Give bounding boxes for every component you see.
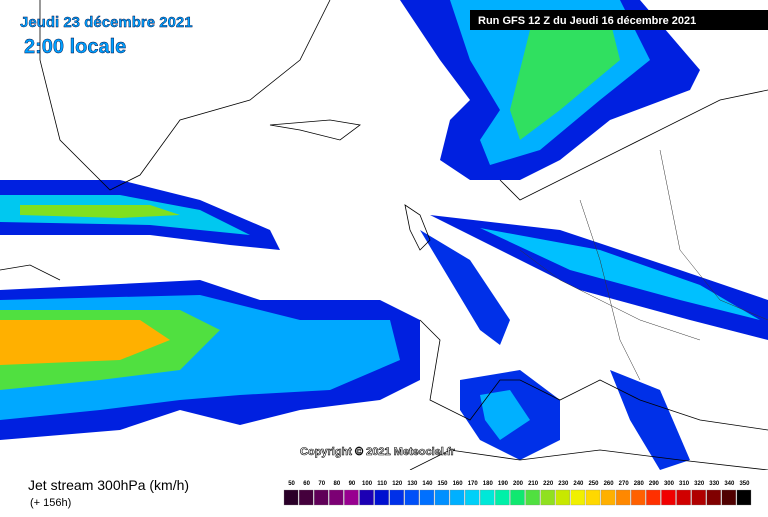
scale-swatch — [359, 489, 374, 506]
scale-swatch — [495, 489, 510, 506]
footer-title: Jet stream 300hPa (km/h) — [28, 477, 189, 493]
copyright: Copyright © 2021 Meteociel.fr — [300, 446, 456, 458]
run-info: Run GFS 12 Z du Jeudi 16 décembre 2021 — [478, 15, 696, 27]
scale-swatch — [449, 489, 465, 506]
scale-swatch — [661, 489, 676, 506]
jet-atlantic-north-core2 — [20, 205, 180, 218]
scale-label: 200 — [513, 481, 524, 487]
scale-label: 100 — [362, 481, 373, 487]
scale-swatch — [585, 489, 601, 506]
scale-swatch — [736, 489, 752, 506]
scale-swatch — [298, 489, 314, 506]
scale-label: 310 — [679, 481, 690, 487]
scale-swatch — [631, 489, 646, 506]
scale-label: 270 — [619, 481, 630, 487]
scale-label: 150 — [438, 481, 449, 487]
scale-swatch — [555, 489, 570, 506]
scale-label: 170 — [468, 481, 479, 487]
scale-label: 190 — [498, 481, 509, 487]
scale-label: 220 — [543, 481, 554, 487]
jet-europe-core — [480, 228, 760, 320]
scale-swatch — [510, 489, 525, 506]
scale-swatch — [615, 489, 631, 506]
scale-swatch — [721, 489, 737, 506]
scale-label: 210 — [528, 481, 539, 487]
jet-north-core2 — [510, 20, 620, 140]
scale-label: 130 — [407, 481, 418, 487]
scale-swatch — [676, 489, 691, 506]
footer-forecast: (+ 156h) — [30, 497, 71, 509]
scale-label: 160 — [453, 481, 464, 487]
scale-swatch — [329, 489, 344, 506]
borders — [519, 149, 768, 381]
scale-label: 260 — [604, 481, 615, 487]
scale-swatch — [465, 489, 480, 506]
scale-swatch — [374, 489, 389, 506]
scale-label: 50 — [288, 481, 295, 487]
scale-label: 180 — [483, 481, 494, 487]
color-scale: 50 60 70 80 90 100 110 120 130 140 150 160 170 180 190… — [283, 481, 752, 506]
scale-swatch — [540, 489, 555, 506]
scale-label: 320 — [694, 481, 705, 487]
scale-swatch — [419, 489, 435, 506]
scale-label: 350 — [739, 481, 750, 487]
scale-label: 290 — [649, 481, 660, 487]
forecast-date: Jeudi 23 décembre 2021 — [20, 14, 193, 31]
scale-label: 240 — [573, 481, 584, 487]
scale-swatch — [314, 489, 329, 506]
scale-label: 280 — [634, 481, 645, 487]
scale-label: 250 — [588, 481, 599, 487]
scale-label: 330 — [709, 481, 720, 487]
coastlines — [0, 0, 768, 471]
scale-swatch — [646, 489, 661, 506]
jet-atlantic-max — [0, 320, 170, 365]
scale-label: 300 — [664, 481, 675, 487]
scale-swatch — [691, 489, 706, 506]
scale-label: 120 — [392, 481, 403, 487]
scale-swatch — [404, 489, 420, 506]
scale-swatch — [600, 489, 616, 506]
forecast-time: 2:00 locale — [24, 36, 126, 58]
scale-label: 110 — [377, 481, 387, 487]
scale-label: 340 — [724, 481, 735, 487]
scale-swatch — [706, 489, 721, 506]
scale-swatch — [434, 489, 450, 506]
scale-swatch — [525, 489, 540, 506]
scale-swatch — [570, 489, 586, 506]
scale-label: 230 — [558, 481, 569, 487]
scale-swatch — [480, 489, 495, 506]
scale-swatch — [389, 489, 404, 506]
scale-label: 60 — [303, 481, 310, 487]
scale-swatch — [283, 489, 299, 506]
jet-france — [420, 230, 510, 345]
scale-label: 90 — [349, 481, 356, 487]
scale-label: 80 — [333, 481, 340, 487]
jet-med-core — [480, 390, 530, 440]
scale-label: 140 — [422, 481, 433, 487]
scale-swatch — [344, 489, 359, 506]
run-box — [470, 10, 768, 30]
scale-label: 70 — [318, 481, 325, 487]
